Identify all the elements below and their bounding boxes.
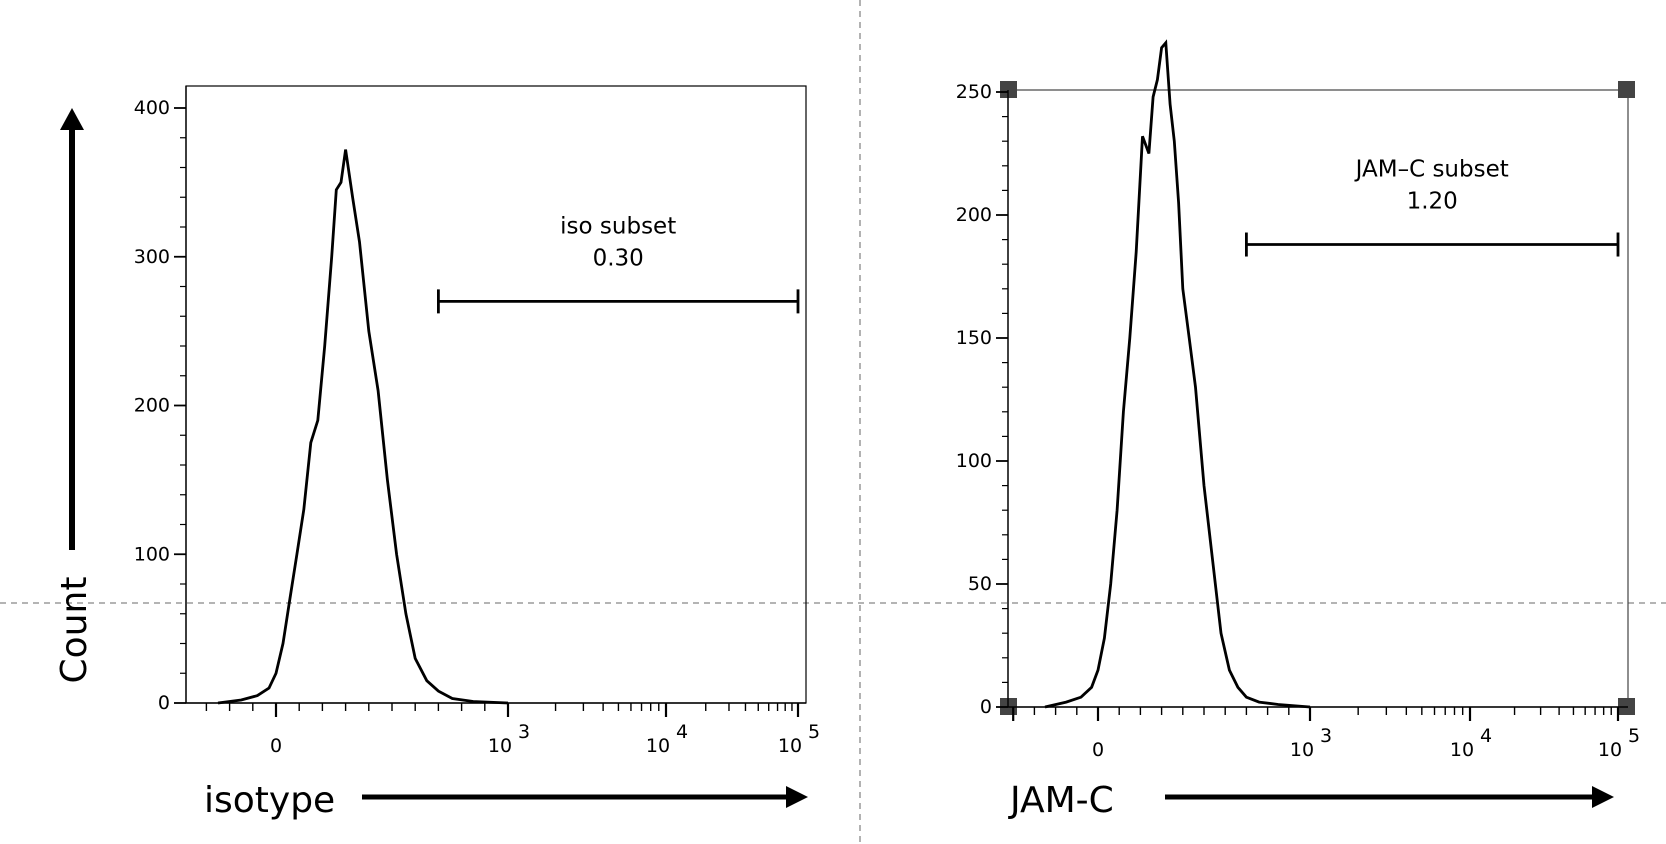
x-tick-label: 10 bbox=[1450, 739, 1474, 761]
x-tick-label: 10 bbox=[646, 735, 670, 757]
panel-isotype: 0 100 200 300 400 0 10 3 10 4 10 5 iso subset 0.30 bbox=[134, 85, 820, 757]
y-tick-label: 200 bbox=[134, 395, 170, 417]
panel-jamc: 0 50 100 150 200 250 0 10 3 10 4 10 5 JAM–C subset … bbox=[956, 39, 1640, 761]
right-arrow-icon bbox=[1592, 786, 1614, 808]
y-tick-label: 300 bbox=[134, 246, 170, 268]
gate-label: iso subset bbox=[560, 213, 676, 239]
y-axis-right: 0 50 100 150 200 250 bbox=[956, 81, 1009, 718]
y-tick-label: 50 bbox=[968, 573, 992, 595]
x-axis-right: 0 10 3 10 4 10 5 bbox=[1008, 706, 1640, 761]
plot-frame-left bbox=[185, 85, 807, 704]
gate-value: 0.30 bbox=[593, 245, 644, 271]
y-tick-label: 250 bbox=[956, 81, 992, 103]
y-tick-label: 0 bbox=[158, 692, 170, 714]
gate-iso-subset[interactable]: iso subset 0.30 bbox=[436, 213, 800, 314]
x-tick-label: 0 bbox=[270, 735, 282, 757]
x-tick-label: 10 bbox=[1290, 739, 1314, 761]
gate-jamc-subset[interactable]: JAM–C subset 1.20 bbox=[1245, 157, 1620, 257]
x-tick-exponent: 3 bbox=[518, 721, 530, 743]
resize-handle-top-left[interactable] bbox=[1000, 81, 1017, 98]
x-tick-exponent: 3 bbox=[1320, 725, 1332, 747]
x-tick-exponent: 5 bbox=[808, 721, 820, 743]
histogram-curve-jamc bbox=[1044, 39, 1311, 709]
resize-handle-top-right[interactable] bbox=[1618, 81, 1635, 98]
x-tick-label: 10 bbox=[778, 735, 802, 757]
histogram-curve-isotype bbox=[217, 149, 509, 705]
y-tick-label: 100 bbox=[956, 450, 992, 472]
right-arrow-icon bbox=[786, 786, 808, 808]
x-tick-exponent: 4 bbox=[676, 721, 688, 743]
gate-label: JAM–C subset bbox=[1354, 157, 1509, 183]
y-axis-left: 0 100 200 300 400 bbox=[134, 86, 187, 714]
x-axis-title-left: isotype bbox=[204, 780, 335, 821]
x-tick-exponent: 4 bbox=[1480, 725, 1492, 747]
y-tick-label: 100 bbox=[134, 543, 170, 565]
plot-frame-right[interactable] bbox=[1007, 89, 1629, 708]
up-arrow-icon bbox=[60, 108, 84, 130]
x-axis-left: 0 10 3 10 4 10 5 bbox=[186, 702, 820, 757]
y-tick-label: 200 bbox=[956, 204, 992, 226]
y-tick-label: 400 bbox=[134, 97, 170, 119]
gate-value: 1.20 bbox=[1407, 189, 1458, 215]
y-axis-title: Count bbox=[54, 577, 95, 684]
x-tick-label: 10 bbox=[488, 735, 512, 757]
y-tick-label: 0 bbox=[980, 696, 992, 718]
x-axis-title-right: JAM-C bbox=[1008, 780, 1114, 821]
x-tick-label: 0 bbox=[1092, 739, 1104, 761]
y-tick-label: 150 bbox=[956, 327, 992, 349]
x-tick-label: 10 bbox=[1598, 739, 1622, 761]
x-tick-exponent: 5 bbox=[1628, 725, 1640, 747]
